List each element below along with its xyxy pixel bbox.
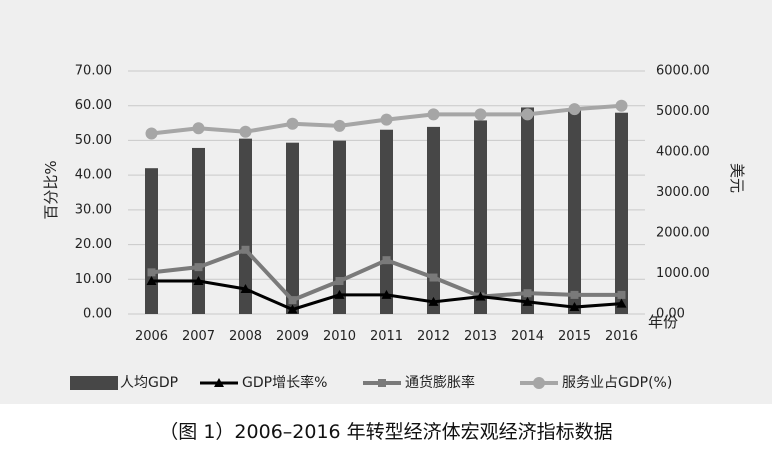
x-axis-title: 年份 — [648, 313, 678, 331]
y-tick-label: 0.00 — [83, 307, 112, 322]
y-tick-label: 60.00 — [75, 98, 112, 113]
line-point — [335, 277, 344, 286]
line-point — [193, 276, 204, 286]
line-point — [146, 276, 157, 286]
y-right-tick-label: 5000.00 — [656, 104, 710, 119]
y-right-tick-label: 6000.00 — [656, 64, 710, 79]
line-point — [570, 290, 579, 299]
line-point — [533, 377, 545, 389]
legend-label: 服务业占GDP(%) — [562, 375, 672, 391]
line-point — [240, 284, 251, 294]
x-tick-label: 2009 — [276, 329, 309, 344]
bars-layer — [145, 107, 628, 314]
y-tick-label: 70.00 — [75, 64, 112, 79]
x-tick-label: 2010 — [323, 329, 356, 344]
bar — [615, 112, 628, 314]
y-tick-label: 50.00 — [75, 133, 112, 148]
lines-layer — [145, 99, 628, 314]
bar — [192, 147, 205, 314]
line-point — [147, 268, 156, 277]
y-right-tick-label: 1000.00 — [656, 266, 710, 281]
bar — [239, 138, 252, 314]
line-point — [287, 304, 298, 314]
line-point — [192, 122, 205, 135]
line-point — [378, 379, 386, 387]
line-point — [474, 108, 487, 121]
line-point — [429, 273, 438, 282]
line-point — [239, 125, 252, 138]
line-point — [382, 256, 391, 265]
line-point — [568, 103, 581, 116]
x-tick-label: 2008 — [229, 329, 262, 344]
line-point — [241, 245, 250, 254]
y-right-tick-label: 3000.00 — [656, 185, 710, 200]
x-tick-label: 2014 — [511, 329, 544, 344]
legend-label: 人均GDP — [120, 375, 178, 391]
legend-swatch — [70, 376, 118, 390]
figure-caption: （图 1）2006–2016 年转型经济体宏观经济指标数据 — [159, 421, 613, 443]
y-tick-label: 40.00 — [75, 168, 112, 183]
line-point — [616, 298, 627, 308]
y-right-tick-label: 0.00 — [656, 307, 685, 322]
x-tick-label: 2006 — [135, 329, 168, 344]
y-axis-right-title: 美元 — [728, 163, 746, 193]
line-point — [523, 289, 532, 298]
combo-chart: 0.0010.0020.0030.0040.0050.0060.0070.00 … — [42, 64, 746, 392]
right-axis-ticks: 0.00 1000.00 2000.00 3000.00 4000.00 5000.00 6… — [656, 64, 710, 322]
legend-label: GDP增长率% — [242, 374, 327, 391]
x-tick-label: 2007 — [182, 329, 215, 344]
x-tick-label: 2015 — [558, 329, 591, 344]
y-right-tick-label: 4000.00 — [656, 145, 710, 160]
y-right-tick-label: 2000.00 — [656, 226, 710, 241]
bar — [333, 140, 346, 314]
y-tick-label: 30.00 — [75, 202, 112, 217]
line-point — [427, 108, 440, 121]
x-tick-label: 2016 — [605, 329, 638, 344]
y-tick-label: 10.00 — [75, 272, 112, 287]
line-point — [214, 378, 224, 387]
bar — [380, 129, 393, 314]
left-axis-ticks: 0.00 10.00 20.00 30.00 40.00 50.00 60.00 70.00 — [75, 64, 112, 322]
line-point — [286, 117, 299, 130]
bar — [286, 142, 299, 314]
line-point — [333, 119, 346, 132]
legend: 人均GDP GDP增长率% 通货膨胀率 服务业占GDP(%) — [70, 374, 672, 391]
line-point — [380, 113, 393, 126]
line-point — [617, 290, 626, 299]
line-point — [194, 263, 203, 272]
line-point — [334, 289, 345, 299]
y-tick-label: 20.00 — [75, 237, 112, 252]
x-tick-label: 2013 — [464, 329, 497, 344]
bar — [521, 107, 534, 314]
chart-panel: 0.00 10.00 20.00 30.00 40.00 50.00 60.00 70.00 … — [0, 0, 772, 404]
line-point — [381, 289, 392, 299]
line-point — [522, 296, 533, 306]
line-point — [569, 302, 580, 312]
line-point — [288, 296, 297, 305]
bar — [474, 120, 487, 314]
bar — [145, 168, 158, 314]
line-point — [145, 127, 158, 140]
y-axis-title: 百分比% — [42, 160, 60, 219]
line-point — [475, 291, 486, 301]
bar — [427, 126, 440, 314]
legend-label: 通货膨胀率 — [405, 374, 475, 391]
bar — [568, 108, 581, 314]
line-point — [428, 296, 439, 306]
x-tick-label: 2011 — [370, 329, 403, 344]
line-point — [521, 108, 534, 121]
x-tick-label: 2012 — [417, 329, 450, 344]
x-axis-ticks: 2006 2007 2008 2009 2010 2011 2012 2013 2014 2015… — [135, 329, 638, 344]
line-point — [615, 99, 628, 112]
